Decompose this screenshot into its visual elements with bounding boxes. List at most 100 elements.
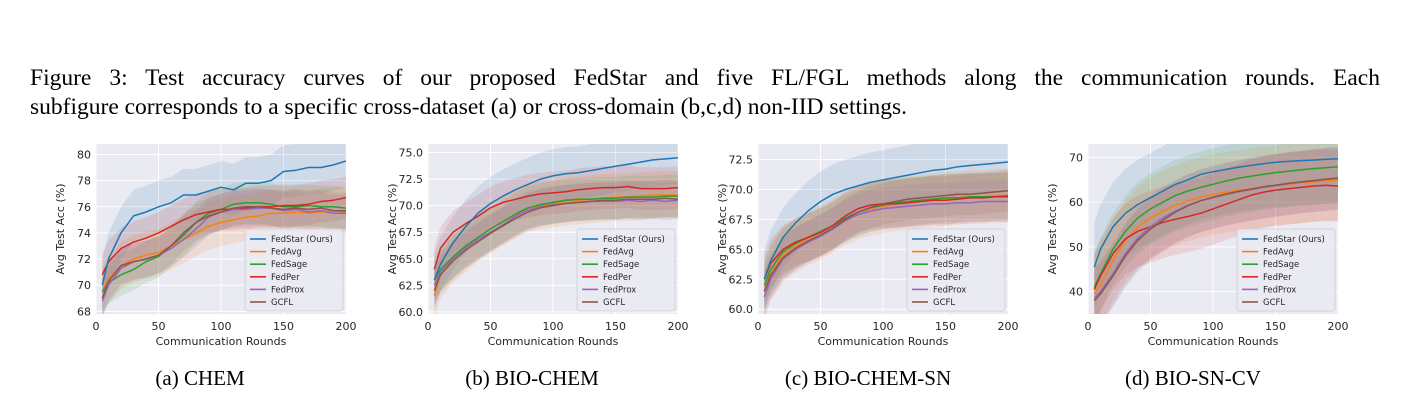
y-tick-label: 67.5 xyxy=(399,226,424,239)
series-band-0 xyxy=(764,144,1008,310)
legend-entry: FedSage xyxy=(933,260,969,270)
y-tick-label: 60 xyxy=(1069,196,1083,209)
y-tick-label: 50 xyxy=(1069,241,1083,254)
legend-entry: FedPer xyxy=(271,273,300,283)
series-group xyxy=(763,144,1008,314)
series-line-2 xyxy=(1093,166,1338,288)
series-band-1 xyxy=(434,171,678,314)
x-tick-label: 100 xyxy=(1203,320,1224,333)
y-tick-label: 75.0 xyxy=(399,147,424,160)
subcaption-c: (c) BIO-CHEM-SN xyxy=(784,366,952,390)
series-band-0 xyxy=(434,144,678,307)
legend-entry: GCFL xyxy=(1263,298,1285,308)
series-band-5 xyxy=(764,169,1008,313)
x-tick-label: 100 xyxy=(873,320,894,333)
series-band-1 xyxy=(102,187,346,314)
y-tick-label: 72.5 xyxy=(729,154,754,167)
series-line-5 xyxy=(763,189,1008,292)
legend: FedStar (Ours) FedAvg FedSage FedPer FedProx… xyxy=(244,228,344,312)
series-band-4 xyxy=(434,181,678,304)
series-band-0 xyxy=(102,144,346,312)
series-line-3 xyxy=(1093,184,1338,290)
series-band-1 xyxy=(764,168,1008,314)
subcaption-a: (a) CHEM xyxy=(155,366,245,390)
x-tick-label: 0 xyxy=(755,320,762,333)
series-group xyxy=(1093,144,1338,314)
legend-entry: FedProx xyxy=(933,285,966,295)
y-tick-label: 65.0 xyxy=(729,243,754,256)
legend-entry: FedProx xyxy=(271,285,304,295)
series-line-0 xyxy=(763,161,1008,280)
x-tick-label: 50 xyxy=(152,320,166,333)
x-axis-label: Communication Rounds xyxy=(488,335,619,348)
series-line-0 xyxy=(101,160,346,286)
chart-chem: 0 50 100 150 200 68 70 72 74 76 78 80 Communication … xyxy=(54,144,357,348)
x-tick-label: 150 xyxy=(935,320,956,333)
legend-entry: GCFL xyxy=(933,298,955,308)
x-axis-label: Communication Rounds xyxy=(1148,335,1279,348)
series-band-4 xyxy=(764,180,1008,314)
x-tick-label: 150 xyxy=(1265,320,1286,333)
legend-box xyxy=(576,228,676,312)
y-tick-label: 62.5 xyxy=(399,279,424,292)
legend-entry: FedSage xyxy=(603,260,639,270)
y-axis-label: Avg Test Acc (%) xyxy=(1046,184,1059,275)
y-tick-label: 70.0 xyxy=(729,183,754,196)
legend-entry: FedSage xyxy=(271,260,307,270)
series-line-3 xyxy=(101,196,346,276)
series-line-2 xyxy=(433,195,678,281)
legend-entry: FedPer xyxy=(1263,273,1292,283)
x-tick-label: 150 xyxy=(273,320,294,333)
y-tick-label: 62.5 xyxy=(729,273,754,286)
legend-entry: FedSage xyxy=(1263,260,1299,270)
series-group xyxy=(433,144,678,314)
x-tick-label: 0 xyxy=(1085,320,1092,333)
x-tick-label: 0 xyxy=(93,320,100,333)
y-tick-label: 72.5 xyxy=(399,173,424,186)
series-band-5 xyxy=(1094,146,1338,314)
series-band-1 xyxy=(1094,144,1338,314)
subcaption-d: (d) BIO-SN-CV xyxy=(1125,366,1261,390)
figure-caption: Figure 3: Test accuracy curves of our pr… xyxy=(30,64,1380,122)
legend-entry: FedPer xyxy=(603,273,632,283)
x-tick-label: 50 xyxy=(1144,320,1158,333)
x-tick-label: 50 xyxy=(814,320,828,333)
chart-bio-chem: 0 50 100 150 200 60.0 62.5 65.0 67.5 70.0 72.5 75.0… xyxy=(386,144,689,348)
legend-entry: FedAvg xyxy=(603,248,634,258)
x-tick-label: 100 xyxy=(543,320,564,333)
series-band-4 xyxy=(1094,147,1338,314)
legend-entry: FedStar (Ours) xyxy=(933,235,995,245)
x-tick-label: 200 xyxy=(1328,320,1349,333)
x-tick-label: 100 xyxy=(211,320,232,333)
x-tick-label: 150 xyxy=(605,320,626,333)
series-band-2 xyxy=(1094,144,1338,314)
series-band-5 xyxy=(434,179,678,310)
x-tick-label: 200 xyxy=(998,320,1019,333)
caption-line-1: Figure 3: Test accuracy curves of our pr… xyxy=(30,65,1380,91)
legend-box xyxy=(906,228,1006,312)
y-tick-label: 76 xyxy=(77,201,91,214)
series-line-5 xyxy=(1093,177,1338,302)
series-line-1 xyxy=(101,209,346,293)
y-tick-label: 60.0 xyxy=(729,303,754,316)
y-tick-label: 65.0 xyxy=(399,253,424,266)
series-band-5 xyxy=(102,188,346,314)
y-tick-label: 68 xyxy=(77,305,91,318)
y-tick-label: 80 xyxy=(77,148,91,161)
x-tick-label: 200 xyxy=(336,320,357,333)
series-line-5 xyxy=(101,206,346,299)
y-tick-label: 74 xyxy=(77,227,91,240)
series-band-2 xyxy=(102,181,346,313)
y-tick-label: 70 xyxy=(77,279,91,292)
legend-box xyxy=(1236,228,1336,312)
legend-entry: FedAvg xyxy=(933,248,964,258)
legend-entry: FedAvg xyxy=(271,248,302,258)
series-line-5 xyxy=(433,197,678,291)
y-axis-label: Avg Test Acc (%) xyxy=(54,184,67,275)
x-tick-label: 200 xyxy=(668,320,689,333)
legend-entry: FedAvg xyxy=(1263,248,1294,258)
legend: FedStar (Ours) FedAvg FedSage FedPer FedProx… xyxy=(1236,228,1336,312)
x-axis-label: Communication Rounds xyxy=(156,335,287,348)
y-axis-label: Avg Test Acc (%) xyxy=(716,184,729,275)
chart-bio-chem-sn: 0 50 100 150 200 60.0 62.5 65.0 67.5 70.0 72.5 Comm… xyxy=(716,144,1019,348)
